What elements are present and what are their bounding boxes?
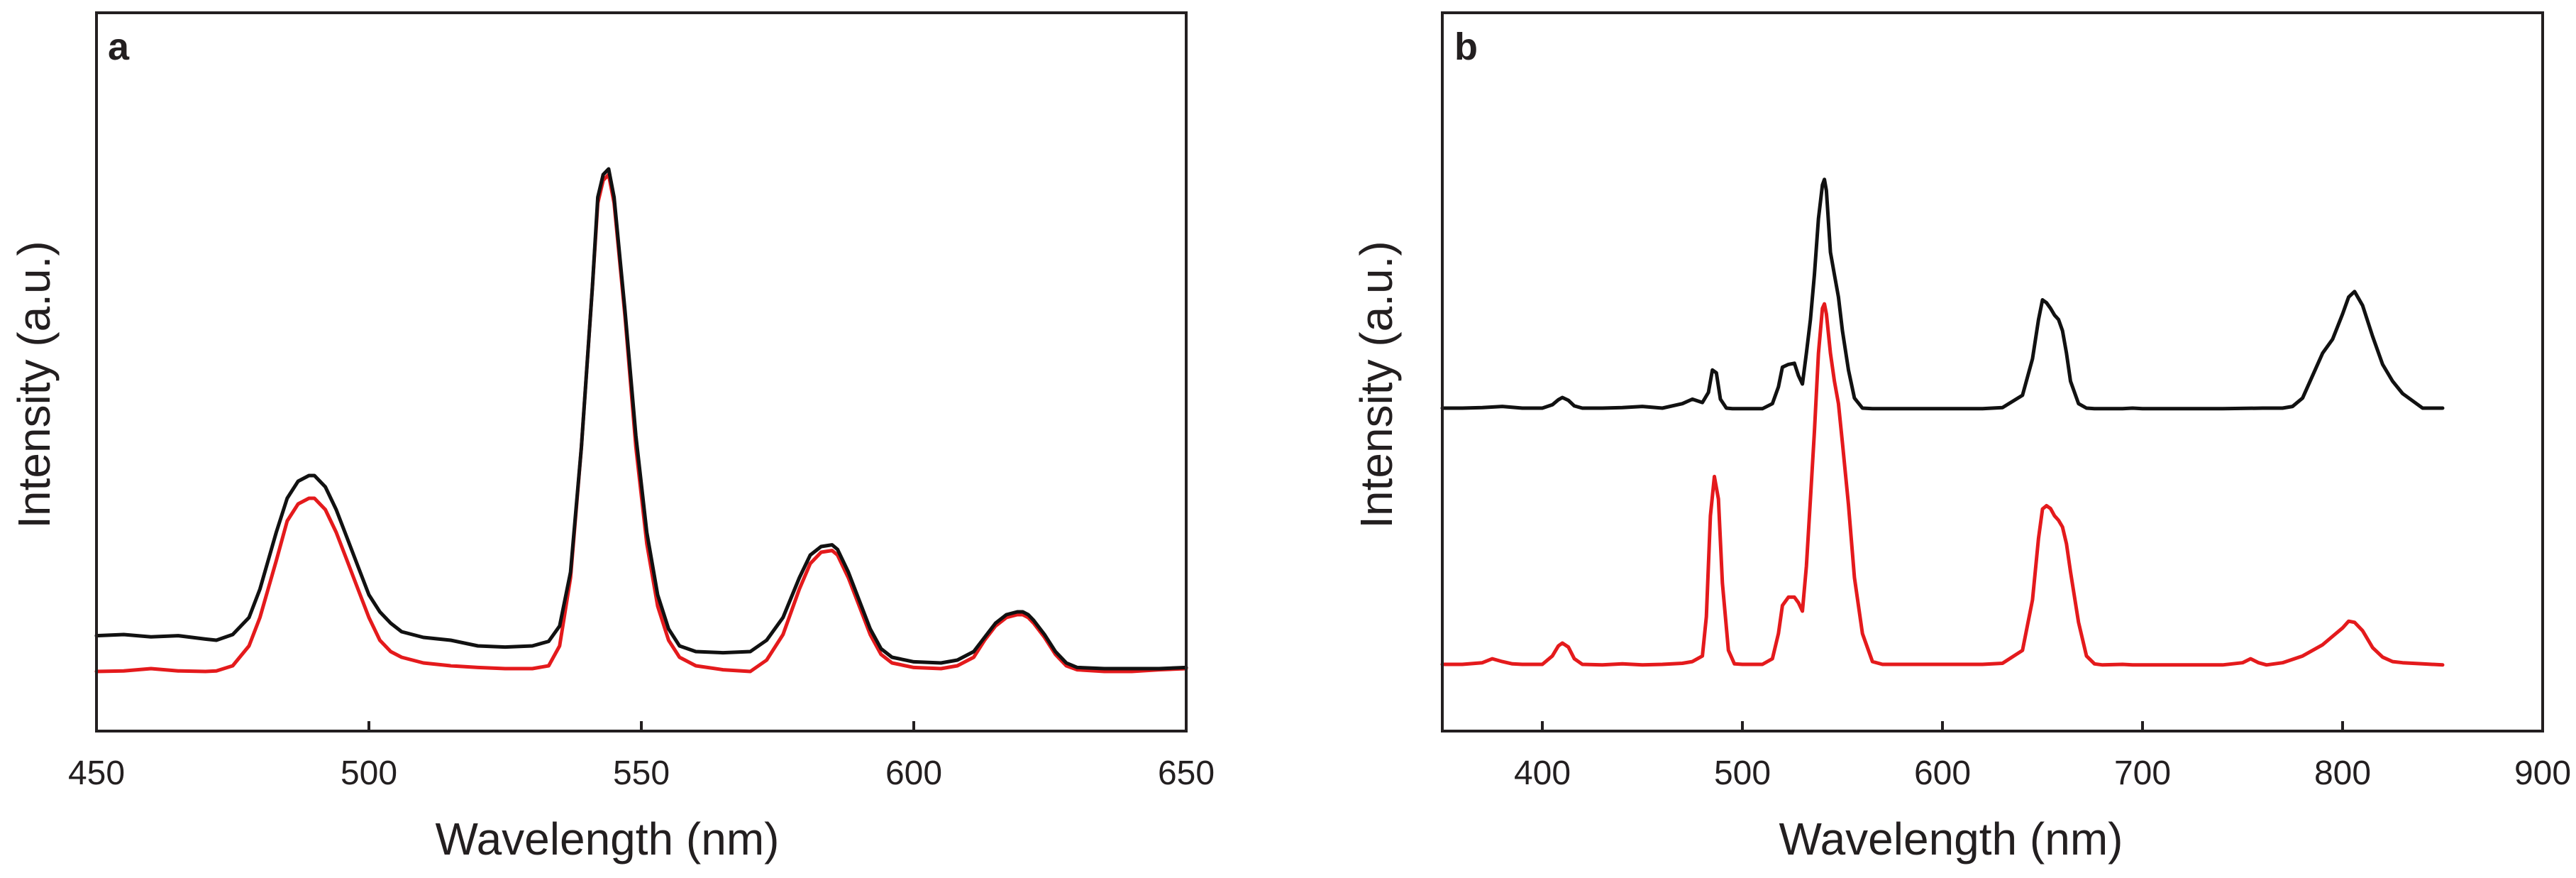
panel-a-letter: a xyxy=(108,26,130,68)
panel-a-xlabel: Wavelength (nm) xyxy=(436,813,780,865)
panel-b-x-ticks xyxy=(1541,721,2544,731)
panel-b-xtick-label: 700 xyxy=(2114,754,2171,792)
panel-a-plot-frame xyxy=(95,11,1188,732)
panel-b-plot-frame xyxy=(1441,11,2544,732)
panel-b: Intensity (a.u.) Wavelength (nm) 400 500… xyxy=(1351,11,2571,865)
panel-b-series xyxy=(1440,177,2445,667)
panel-b-series-black-line xyxy=(1440,177,2445,411)
panel-b-xtick-label: 400 xyxy=(1514,754,1571,792)
panel-b-xtick-label: 600 xyxy=(1914,754,1971,792)
panel-b-letter: b xyxy=(1454,26,1478,68)
panel-a-xtick-label: 650 xyxy=(1158,754,1215,792)
panel-a: Intensity (a.u.) Wavelength (nm) 450 500… xyxy=(9,11,1215,865)
panel-b-xtick-label: 500 xyxy=(1714,754,1771,792)
panel-a-xtick-label: 550 xyxy=(613,754,670,792)
panel-a-ylabel: Intensity (a.u.) xyxy=(9,241,60,529)
panel-b-xtick-label: 900 xyxy=(2514,754,2571,792)
panel-a-xtick-label: 450 xyxy=(68,754,125,792)
panel-b-xtick-label: 800 xyxy=(2314,754,2371,792)
panel-a-x-tick-labels: 450 500 550 600 650 xyxy=(68,754,1215,792)
panel-b-ylabel: Intensity (a.u.) xyxy=(1351,241,1402,529)
panel-a-series-black-line xyxy=(94,167,1188,671)
panel-a-series xyxy=(94,167,1188,674)
panel-a-series-red-line xyxy=(94,172,1188,674)
panel-b-xlabel: Wavelength (nm) xyxy=(1779,813,2123,865)
panel-a-xtick-label: 500 xyxy=(341,754,397,792)
panel-b-x-tick-labels: 400 500 600 700 800 900 xyxy=(1514,754,2571,792)
panel-a-xtick-label: 600 xyxy=(885,754,942,792)
panel-a-x-ticks xyxy=(95,721,1188,731)
panel-b-series-red-line xyxy=(1440,302,2445,667)
